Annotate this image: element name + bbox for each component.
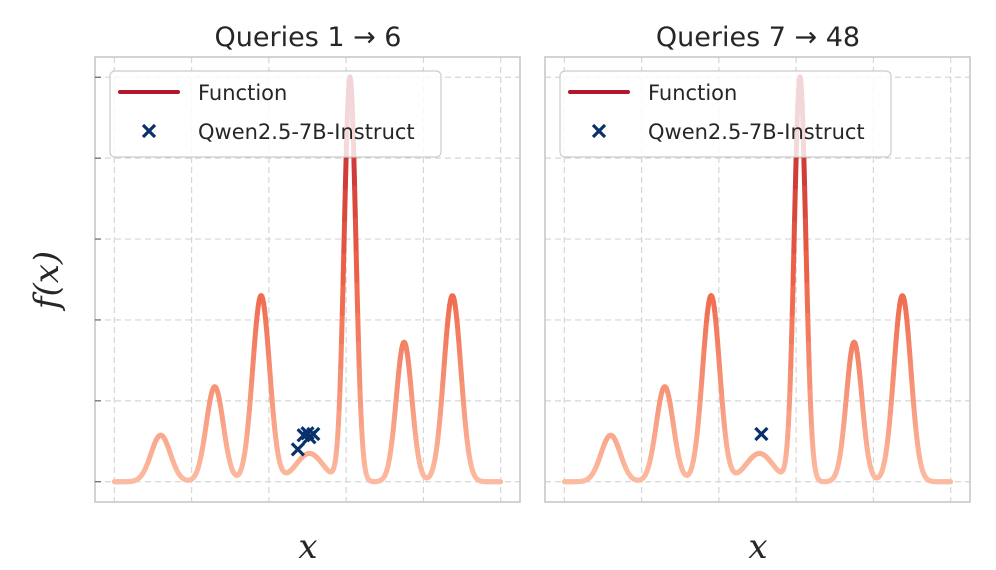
panel-left-y-ticks bbox=[95, 76, 101, 483]
function-segment bbox=[807, 389, 814, 414]
function-segment bbox=[337, 364, 344, 392]
function-segment bbox=[806, 341, 812, 372]
function-segment bbox=[352, 185, 358, 223]
function-segment bbox=[342, 154, 349, 190]
function-segment bbox=[339, 281, 346, 317]
panel-left-function-line bbox=[111, 74, 504, 485]
function-segment bbox=[803, 250, 810, 288]
function-segment bbox=[785, 405, 792, 427]
panel-right: Queries 7 → 48 Function Qwen2.5-7B-Instr… bbox=[544, 22, 971, 567]
function-segment bbox=[808, 408, 815, 430]
function-segment bbox=[802, 185, 808, 223]
panel-right-function-line bbox=[561, 74, 954, 485]
panel-right-legend: Function Qwen2.5-7B-Instruct bbox=[559, 70, 892, 158]
function-segment bbox=[789, 311, 795, 345]
function-segment bbox=[789, 281, 796, 317]
function-segment bbox=[353, 250, 360, 288]
function-segment bbox=[802, 217, 809, 256]
function-segment bbox=[340, 249, 347, 287]
panel-left-x-axis-label: x bbox=[298, 527, 317, 567]
function-segment bbox=[805, 312, 811, 347]
panel-left: Queries 1 → 6 Function Qwen2.5-7B-Instru… bbox=[94, 22, 521, 567]
scatter-point bbox=[306, 426, 321, 442]
function-segment bbox=[357, 389, 364, 414]
function-segment bbox=[356, 341, 362, 372]
panel-right-title: Queries 7 → 48 bbox=[656, 22, 860, 53]
panel-right-scatter bbox=[754, 426, 769, 442]
function-segment bbox=[792, 154, 799, 190]
function-segment bbox=[341, 216, 348, 255]
panel-left-legend: Function Qwen2.5-7B-Instruct bbox=[109, 70, 442, 158]
function-segment bbox=[801, 155, 808, 191]
y-axis-label: f(x) bbox=[27, 251, 67, 312]
panel-right-x-axis-label: x bbox=[748, 527, 767, 567]
function-segment bbox=[342, 184, 348, 222]
panel-left-frame bbox=[94, 56, 521, 503]
function-segment bbox=[351, 155, 358, 191]
function-segment bbox=[791, 216, 798, 255]
function-segment bbox=[354, 282, 361, 318]
panel-left-title: Queries 1 → 6 bbox=[215, 22, 402, 53]
legend-function-label: Function bbox=[648, 81, 737, 105]
legend-marker-swatch bbox=[591, 123, 607, 139]
panel-right-frame bbox=[544, 56, 971, 503]
scatter-point bbox=[754, 426, 769, 442]
legend-marker-label: Qwen2.5-7B-Instruct bbox=[198, 120, 415, 144]
legend-marker-swatch bbox=[141, 123, 157, 139]
function-segment bbox=[352, 217, 359, 256]
function-segment bbox=[790, 249, 797, 287]
function-segment bbox=[804, 282, 811, 318]
function-segment bbox=[336, 386, 343, 411]
function-segment bbox=[335, 405, 342, 427]
panel-left-scatter bbox=[290, 426, 321, 457]
function-segment bbox=[788, 339, 794, 370]
function-segment bbox=[339, 311, 345, 345]
function-segment bbox=[787, 364, 794, 392]
scatter-point bbox=[290, 442, 305, 457]
function-segment bbox=[806, 366, 813, 395]
function-segment bbox=[358, 408, 365, 430]
function-segment bbox=[355, 312, 361, 347]
legend-marker-label: Qwen2.5-7B-Instruct bbox=[648, 120, 865, 144]
function-segment bbox=[338, 339, 344, 370]
legend-function-label: Function bbox=[198, 81, 287, 105]
function-segment bbox=[792, 184, 798, 222]
function-segment bbox=[356, 366, 363, 395]
function-segment bbox=[786, 386, 793, 411]
